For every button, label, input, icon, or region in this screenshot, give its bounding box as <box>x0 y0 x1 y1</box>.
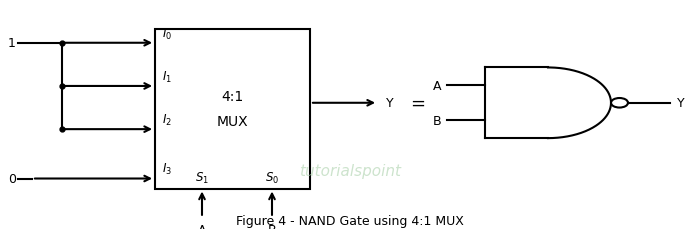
Text: $I_0$: $I_0$ <box>162 26 172 41</box>
Text: B: B <box>267 224 276 229</box>
Text: $I_1$: $I_1$ <box>162 69 172 84</box>
Text: $S_1$: $S_1$ <box>195 170 209 185</box>
Text: MUX: MUX <box>217 114 248 128</box>
Text: A: A <box>197 224 206 229</box>
Bar <box>155 30 310 189</box>
Text: $I_3$: $I_3$ <box>162 161 172 177</box>
Text: 4:1: 4:1 <box>221 90 244 104</box>
Text: $I_2$: $I_2$ <box>162 112 172 127</box>
Text: Y: Y <box>677 97 685 110</box>
Text: Y: Y <box>386 97 393 110</box>
Text: B: B <box>433 114 441 127</box>
Text: 1: 1 <box>8 37 16 50</box>
Text: 0: 0 <box>8 172 16 185</box>
Text: A: A <box>433 79 441 92</box>
Text: $S_0$: $S_0$ <box>265 170 279 185</box>
Text: tutorialspoint: tutorialspoint <box>299 163 401 178</box>
Text: =: = <box>410 94 426 112</box>
Text: Figure 4 - NAND Gate using 4:1 MUX: Figure 4 - NAND Gate using 4:1 MUX <box>236 214 464 227</box>
